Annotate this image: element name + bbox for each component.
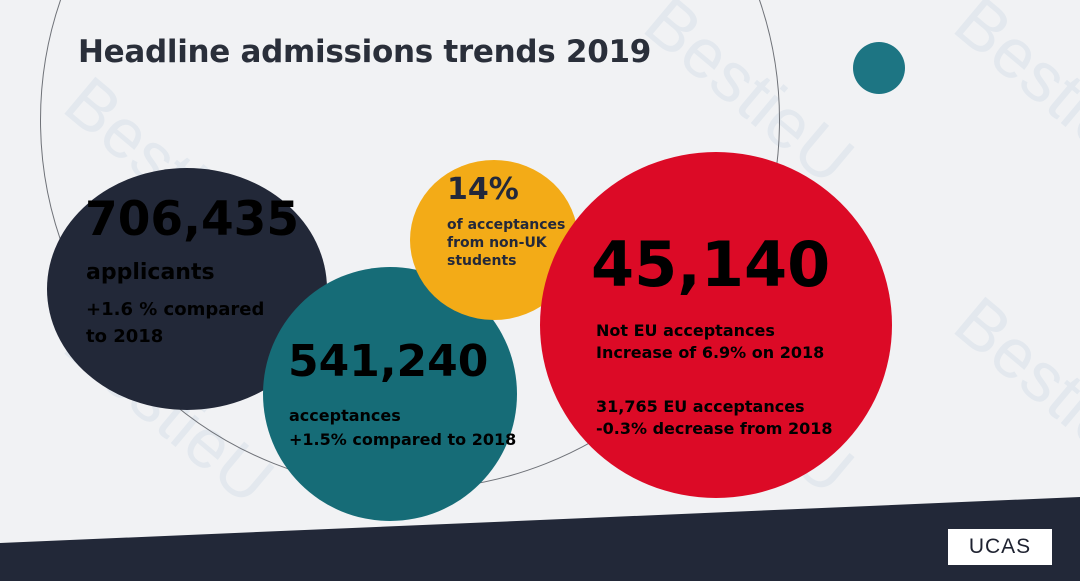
- eu-text: 31,765 EU acceptances -0.3% decrease fro…: [596, 396, 832, 440]
- applicants-number: 706,435: [85, 192, 300, 247]
- non-uk-line2: from non-UK: [447, 235, 547, 251]
- non-eu-line2: Increase of 6.9% on 2018: [596, 343, 825, 362]
- applicants-change-line1: +1.6 % compared: [86, 299, 265, 320]
- acceptances-text: acceptances +1.5% compared to 2018: [289, 404, 516, 452]
- non-eu-circle: [540, 152, 892, 498]
- acceptances-number: 541,240: [288, 336, 489, 387]
- non-uk-line3: students: [447, 253, 517, 269]
- non-uk-text: of acceptances from non-UK students: [447, 216, 565, 270]
- non-eu-text: Not EU acceptances Increase of 6.9% on 2…: [596, 320, 824, 364]
- applicants-label: applicants: [86, 260, 215, 285]
- acceptances-label: acceptances: [289, 406, 401, 425]
- eu-line2: -0.3% decrease from 2018: [596, 419, 833, 438]
- ucas-logo: UCAS: [948, 529, 1052, 565]
- bottom-band-shape: [0, 497, 1080, 581]
- acceptances-change: +1.5% compared to 2018: [289, 430, 517, 449]
- page-title: Headline admissions trends 2019: [78, 34, 652, 70]
- teal-dot-decoration: [853, 42, 905, 94]
- non-eu-line1: Not EU acceptances: [596, 321, 775, 340]
- applicants-change-line2: to 2018: [86, 326, 164, 347]
- non-eu-number: 45,140: [591, 228, 831, 301]
- non-uk-percent: 14%: [447, 172, 519, 207]
- applicants-change: +1.6 % compared to 2018: [86, 296, 264, 350]
- eu-line1: 31,765 EU acceptances: [596, 397, 805, 416]
- non-uk-line1: of acceptances: [447, 217, 566, 233]
